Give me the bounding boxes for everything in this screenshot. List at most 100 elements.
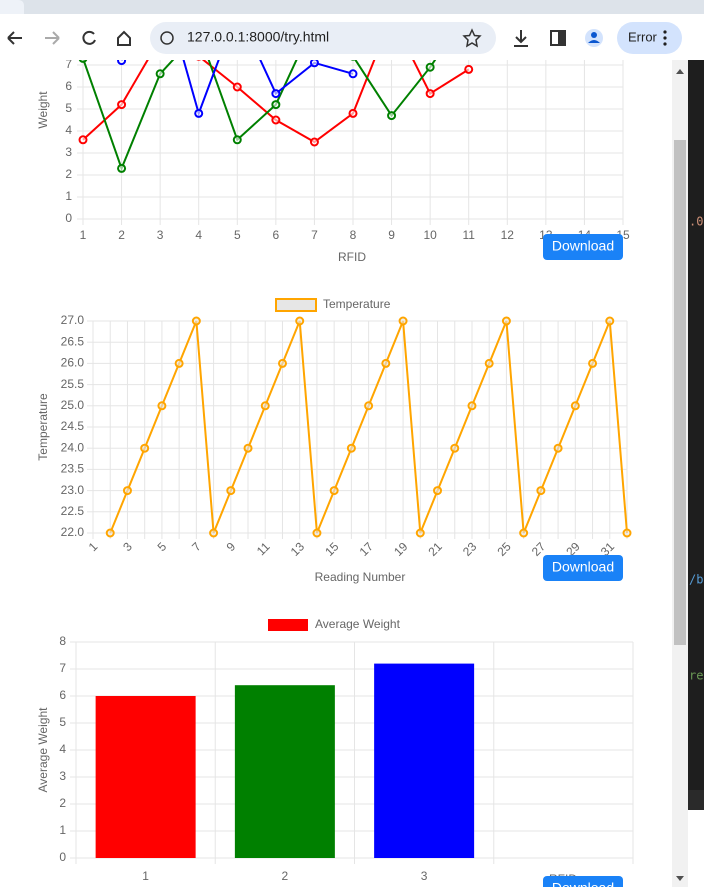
data-point	[312, 528, 322, 538]
data-point	[117, 60, 127, 66]
y-tick-label: 23.5	[61, 462, 85, 476]
data-point	[415, 528, 425, 538]
data-point	[271, 115, 281, 125]
x-tick-label: 2	[282, 869, 289, 883]
address-bar[interactable]	[150, 22, 496, 54]
background-text: re	[689, 669, 703, 683]
x-tick-label: 10	[423, 228, 437, 242]
bar	[95, 696, 196, 858]
download-button[interactable]	[543, 876, 623, 887]
reload-button[interactable]	[82, 30, 96, 45]
legend-swatch	[275, 298, 317, 312]
downloads-button[interactable]	[514, 30, 528, 47]
y-tick-label: 22.5	[61, 504, 85, 518]
x-tick-label: 1	[142, 869, 149, 883]
background-text: .0	[689, 215, 703, 229]
x-axis-title: Reading Number	[315, 570, 406, 584]
site-info-icon[interactable]	[160, 31, 174, 45]
data-point	[553, 443, 563, 453]
x-tick-label: 25	[494, 539, 514, 559]
y-tick-label: 25.5	[61, 377, 85, 391]
scrollbar-thumb[interactable]	[674, 140, 686, 645]
side-panel-icon	[558, 31, 565, 45]
y-tick-label: 26.0	[61, 356, 85, 370]
data-point	[464, 64, 474, 74]
data-point	[364, 401, 374, 411]
y-tick-label: 24.0	[61, 440, 85, 454]
x-tick-label: 1	[86, 539, 101, 554]
data-point	[105, 528, 115, 538]
download-button[interactable]	[543, 234, 623, 260]
data-point	[78, 60, 88, 63]
tab-strip	[0, 0, 704, 14]
y-tick-label: 3	[59, 769, 66, 783]
y-tick-label: 0	[59, 850, 66, 864]
y-tick-label: 5	[59, 715, 66, 729]
x-tick-label: 13	[288, 539, 308, 559]
legend-label: Average Weight	[315, 617, 401, 631]
download-button[interactable]	[543, 555, 623, 581]
data-point	[387, 111, 397, 121]
data-point	[226, 486, 236, 496]
data-point	[117, 100, 127, 110]
scroll-up-arrow[interactable]	[676, 69, 684, 74]
y-tick-label: 0	[65, 211, 72, 225]
y-tick-label: 6	[65, 79, 72, 93]
x-tick-label: 8	[350, 228, 357, 242]
bookmark-star[interactable]	[462, 28, 482, 48]
forward-button[interactable]	[45, 31, 60, 45]
data-point	[232, 135, 242, 145]
y-tick-label: 6	[59, 688, 66, 702]
y-tick-label: 24.5	[61, 419, 85, 433]
x-tick-label: 5	[234, 228, 241, 242]
background-window	[688, 60, 704, 810]
x-tick-label: 1	[80, 228, 87, 242]
data-point	[260, 401, 270, 411]
download-button-label: Download	[552, 238, 614, 254]
data-point	[348, 108, 358, 118]
data-point	[425, 62, 435, 72]
x-tick-label: 3	[157, 228, 164, 242]
x-tick-label: 19	[391, 539, 411, 559]
y-tick-label: 27.0	[61, 313, 85, 327]
y-tick-label: 4	[65, 123, 72, 137]
x-tick-label: 9	[224, 539, 239, 554]
home-button[interactable]	[117, 30, 131, 46]
data-point	[174, 358, 184, 368]
data-point	[271, 100, 281, 110]
menu-dot	[663, 42, 667, 46]
x-tick-label: 7	[189, 539, 204, 554]
bar	[374, 663, 475, 858]
page-content: 012345678123456789101112131415WeightRFID…	[36, 57, 634, 887]
profile-head	[591, 32, 597, 38]
x-tick-label: 7	[311, 228, 318, 242]
data-point	[309, 137, 319, 147]
back-button[interactable]	[7, 31, 22, 45]
data-point	[381, 358, 391, 368]
bar	[234, 685, 335, 858]
background-text: /b	[689, 573, 703, 587]
data-point	[346, 443, 356, 453]
download-button-label: Download	[552, 880, 614, 887]
x-tick-label: 12	[501, 228, 515, 242]
y-tick-label: 23.0	[61, 483, 85, 497]
y-tick-label: 7	[65, 57, 72, 71]
x-tick-label: 3	[120, 539, 135, 554]
y-tick-label: 4	[59, 742, 66, 756]
y-tick-label: 2	[59, 796, 66, 810]
x-tick-label: 3	[421, 869, 428, 883]
data-point	[398, 316, 408, 326]
data-point	[277, 358, 287, 368]
data-point	[570, 401, 580, 411]
scroll-down-arrow[interactable]	[676, 876, 684, 881]
data-point	[78, 135, 88, 145]
x-axis-title: RFID	[338, 250, 366, 264]
tab[interactable]	[0, 0, 24, 14]
profile-status-pill[interactable]	[617, 22, 682, 54]
data-point	[122, 486, 132, 496]
x-tick-label: 6	[273, 228, 280, 242]
download-button-label: Download	[552, 559, 614, 575]
data-point	[501, 316, 511, 326]
data-point	[191, 316, 201, 326]
